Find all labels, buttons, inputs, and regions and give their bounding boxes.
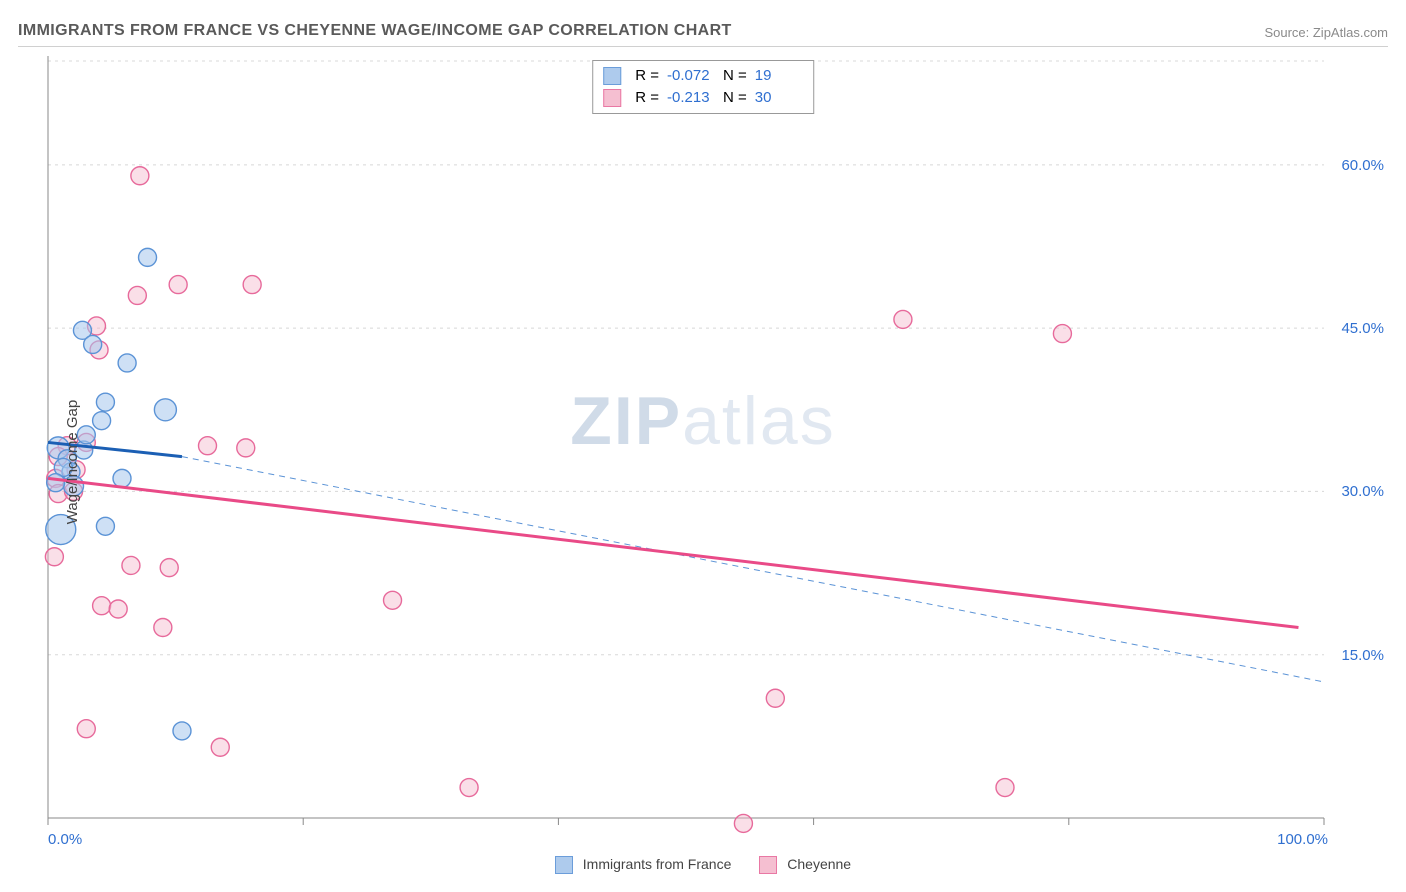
x-tick-max: 100.0%: [1277, 831, 1328, 848]
y-axis-label: Wage/Income Gap: [64, 400, 81, 525]
n-value-2: 30: [755, 87, 803, 109]
legend-item-1: Immigrants from France: [555, 856, 731, 874]
legend-row-1: R = -0.072 N = 19: [603, 65, 803, 87]
swatch-icon: [603, 89, 621, 107]
legend-item-2: Cheyenne: [759, 856, 851, 874]
y-tick-label: 15.0%: [1341, 647, 1384, 664]
header: IMMIGRANTS FROM FRANCE VS CHEYENNE WAGE/…: [18, 10, 1388, 47]
chart-title: IMMIGRANTS FROM FRANCE VS CHEYENNE WAGE/…: [18, 22, 732, 40]
r-value-1: -0.072: [667, 65, 715, 87]
r-value-2: -0.213: [667, 87, 715, 109]
legend-row-2: R = -0.213 N = 30: [603, 87, 803, 109]
x-axis-ticks: 0.0% 100.0%: [48, 831, 1328, 848]
y-tick-label: 30.0%: [1341, 483, 1384, 500]
source-label: Source: ZipAtlas.com: [1264, 25, 1388, 40]
y-axis-ticks: 15.0% 30.0% 45.0% 60.0%: [1330, 58, 1384, 816]
x-tick-min: 0.0%: [48, 831, 82, 848]
swatch-icon: [603, 67, 621, 85]
series-name-2: Cheyenne: [787, 856, 851, 872]
swatch-icon: [759, 856, 777, 874]
y-tick-label: 60.0%: [1341, 157, 1384, 174]
y-tick-label: 45.0%: [1341, 320, 1384, 337]
chart-container: Wage/Income Gap ZIPatlas R = -0.072 N = …: [18, 48, 1388, 876]
correlation-legend: R = -0.072 N = 19 R = -0.213 N = 30: [592, 60, 814, 114]
n-value-1: 19: [755, 65, 803, 87]
swatch-icon: [555, 856, 573, 874]
series-legend: Immigrants from France Cheyenne: [18, 856, 1388, 874]
scatter-plot: [18, 48, 1388, 876]
series-name-1: Immigrants from France: [583, 856, 732, 872]
